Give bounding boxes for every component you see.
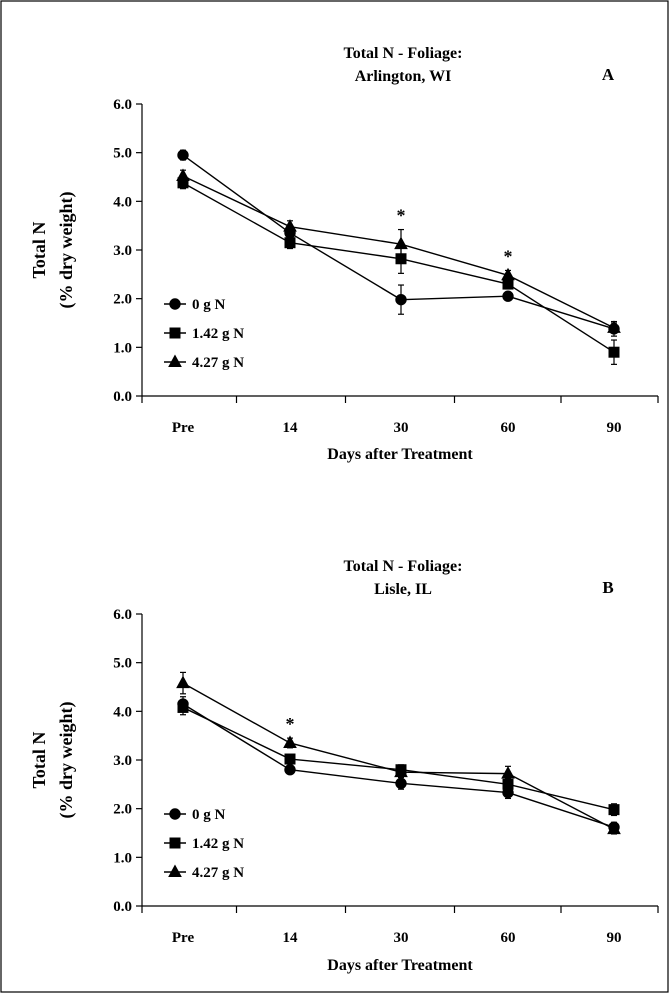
legend-label: 4.27 g N [192,355,244,371]
y-tick-label: 3.0 [113,243,132,259]
x-tick-label-30: 30 [394,420,409,436]
data-point-1-42-g-n-pre [177,701,189,713]
legend-marker-circle [169,298,181,310]
x-tick-label-14: 14 [283,930,299,946]
legend-item-0-g-n: 0 g N [164,807,226,823]
chart-subtitle: Arlington, WI [355,68,452,85]
legend-marker-square [169,837,181,849]
x-tick-label-90: 90 [607,420,622,436]
significance-mark-60: * [504,246,513,266]
y-tick-label: 0.0 [113,899,132,915]
data-point-1-42-g-n-90 [608,346,620,358]
data-point-4-27-g-n-60 [501,766,515,779]
legend-label: 0 g N [192,297,226,313]
series-line-1-42-g-n [182,706,615,811]
y-tick-label: 6.0 [113,97,132,113]
data-point-4-27-g-n-14 [283,735,297,748]
significance-mark-14: * [286,714,295,734]
y-tick-label: 4.0 [113,704,132,720]
legend-item-1-42-g-n: 1.42 g N [164,836,244,852]
data-point-4-27-g-n-pre [176,168,190,182]
x-tick-label-30: 30 [394,930,409,946]
data-point-0-g-n-60 [502,290,514,302]
y-tick-label: 5.0 [113,656,132,672]
chart-title: Total N - Foliage: [344,558,463,575]
series-4-27-g-n [176,168,621,334]
chart-subtitle: Lisle, IL [374,581,432,598]
y-axis-title: Total N [29,222,49,279]
panel-a: Total N - Foliage: Arlington, WI A 0.0 1.0 2.… [29,45,659,463]
data-point-4-27-g-n-90 [607,320,621,333]
x-tick-label-pre: Pre [172,420,195,436]
y-axis-title: Total N [29,732,49,789]
y-tick-label: 1.0 [113,850,132,866]
legend-marker-circle [169,808,181,820]
x-tick-label-pre: Pre [172,930,195,946]
legend-label: 1.42 g N [192,326,244,342]
significance-mark-30: * [397,206,406,226]
y-tick-label: 0.0 [113,389,132,405]
data-point-4-27-g-n-90 [607,821,621,835]
legend-item-0-g-n: 0 g N [164,297,226,313]
y-tick-label: 6.0 [113,607,132,623]
series-line-4-27-g-n [182,175,615,329]
legend-label: 4.27 g N [192,865,244,881]
x-tick-label-60: 60 [501,420,516,436]
x-tick-label-90: 90 [607,930,622,946]
y-tick-label: 1.0 [113,340,132,356]
legend-marker-triangle [168,864,182,877]
legend-item-4-27-g-n: 4.27 g N [164,864,244,881]
y-tick-label: 2.0 [113,802,132,818]
data-point-1-42-g-n-14 [284,237,296,249]
data-point-4-27-g-n-pre [176,675,190,689]
data-point-0-g-n-30 [395,777,407,790]
data-point-4-27-g-n-30 [394,236,408,250]
data-point-4-27-g-n-30 [394,764,408,778]
y-axis-subtitle: (% dry weight) [56,192,77,309]
series-4-27-g-n [176,671,621,835]
y-tick-label: 3.0 [113,753,132,769]
legend-marker-square [169,327,181,339]
x-axis-title: Days after Treatment [327,957,473,974]
data-point-4-27-g-n-14 [283,219,297,232]
x-tick-label-14: 14 [283,420,299,436]
data-point-4-27-g-n-60 [501,267,515,281]
legend-item-4-27-g-n: 4.27 g N [164,354,244,371]
data-point-1-42-g-n-90 [608,804,620,816]
panel-label: B [602,578,613,597]
legend-label: 0 g N [192,807,226,823]
series-line-4-27-g-n [182,682,615,830]
legend-label: 1.42 g N [192,836,244,852]
x-tick-label-60: 60 [501,930,516,946]
panel-b: Total N - Foliage: Lisle, IL B 0.0 1.0 2.0 3.0… [29,558,659,974]
y-tick-label: 4.0 [113,194,132,210]
data-point-1-42-g-n-14 [284,753,296,765]
legend-marker-triangle [168,354,182,367]
panel-label: A [602,65,615,84]
y-axis-subtitle: (% dry weight) [56,702,77,819]
chart-title: Total N - Foliage: [344,45,463,62]
data-point-0-g-n-pre [177,149,189,161]
data-point-0-g-n-30 [395,293,407,306]
y-tick-label: 2.0 [113,292,132,308]
legend-item-1-42-g-n: 1.42 g N [164,326,244,342]
x-axis-title: Days after Treatment [327,446,473,463]
y-tick-label: 5.0 [113,146,132,162]
data-point-0-g-n-14 [284,764,296,776]
